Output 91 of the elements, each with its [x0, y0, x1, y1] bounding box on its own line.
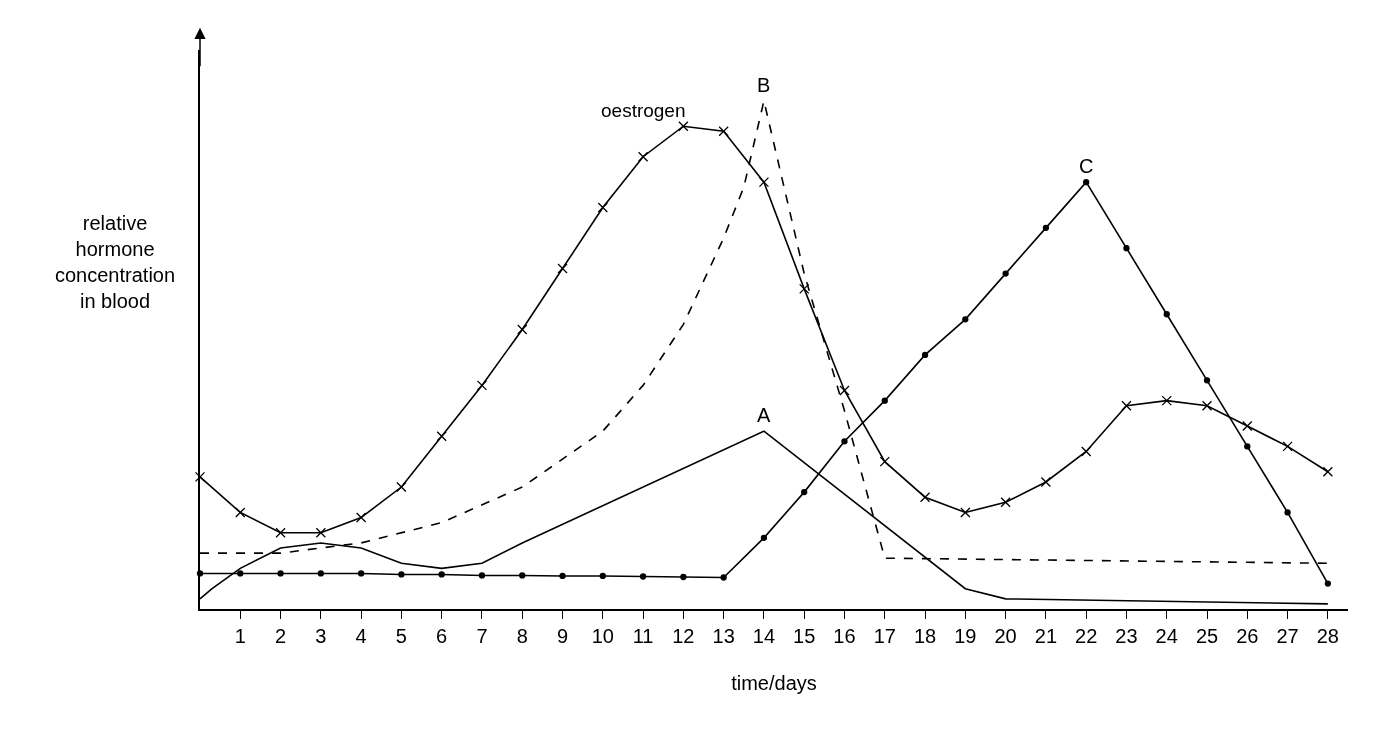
point	[436, 431, 447, 442]
x-tick-label: 27	[1276, 624, 1299, 647]
x-tick-label: 17	[873, 624, 896, 647]
series-label: A	[757, 404, 771, 426]
point	[557, 263, 568, 274]
point	[1242, 420, 1253, 432]
x-tick-label: 4	[355, 624, 367, 647]
point	[1163, 311, 1170, 318]
x-axis-title: time/days	[731, 671, 817, 694]
point	[921, 351, 929, 359]
point	[277, 570, 284, 577]
point	[1002, 270, 1009, 277]
point	[1201, 400, 1213, 411]
point	[1284, 509, 1291, 516]
x-tick-label: 28	[1316, 624, 1339, 647]
point	[597, 202, 608, 213]
point	[799, 283, 810, 294]
point	[678, 121, 689, 132]
point	[559, 572, 566, 580]
point	[1000, 497, 1011, 508]
point	[355, 512, 367, 523]
x-tick-label: 24	[1155, 624, 1178, 647]
point	[235, 507, 246, 518]
x-tick-label: 5	[395, 624, 407, 647]
point	[519, 572, 526, 579]
point	[720, 574, 727, 581]
point	[357, 570, 365, 577]
point	[1121, 400, 1132, 411]
x-tick-label: 10	[591, 624, 614, 647]
point	[1161, 395, 1172, 406]
x-tick-label: 1	[234, 624, 246, 647]
x-tick-label: 11	[632, 624, 654, 647]
x-tick-label: 6	[436, 624, 448, 647]
x-tick-label: 9	[556, 624, 569, 647]
x-tick-label: 2	[275, 624, 287, 647]
point	[639, 573, 647, 580]
point	[758, 176, 770, 188]
point	[396, 481, 407, 493]
x-tick-label: 13	[712, 624, 735, 647]
x-tick-label: 20	[994, 624, 1017, 647]
x-tick-label: 7	[476, 624, 488, 647]
series-label: oestrogen	[601, 100, 686, 121]
series-label: C	[1079, 155, 1094, 177]
point	[438, 571, 445, 578]
point	[237, 570, 244, 577]
point	[637, 151, 649, 162]
point	[315, 527, 326, 538]
point	[718, 126, 729, 137]
point	[1282, 441, 1293, 452]
point	[680, 573, 687, 581]
x-tick-label: 23	[1115, 624, 1138, 647]
x-tick-label: 18	[913, 624, 937, 647]
point	[1123, 245, 1130, 252]
x-tick-label: 15	[793, 624, 816, 647]
y-axis-title: relative hormone concentration in blood	[55, 212, 176, 312]
x-tick-label: 26	[1236, 624, 1259, 647]
point	[962, 316, 969, 323]
point	[599, 572, 606, 580]
x-tick-label: 16	[833, 624, 856, 647]
point	[881, 397, 888, 404]
x-tick-label: 14	[752, 624, 776, 647]
point	[1244, 443, 1251, 450]
x-tick-label: 19	[954, 624, 977, 647]
point	[960, 507, 971, 518]
x-tick-label: 22	[1075, 624, 1098, 647]
x-tick-label: 21	[1034, 624, 1058, 647]
x-tick-label: 8	[516, 624, 528, 647]
point	[1042, 224, 1050, 232]
point	[1203, 377, 1211, 384]
point	[1322, 466, 1334, 477]
point	[517, 324, 528, 335]
point	[841, 438, 848, 445]
point	[760, 534, 768, 541]
point	[275, 527, 286, 538]
series-label: B	[757, 74, 771, 96]
point	[1040, 476, 1052, 488]
point	[1083, 178, 1090, 186]
point	[476, 380, 488, 391]
x-tick-label: 12	[672, 624, 695, 647]
x-tick-label: 25	[1195, 624, 1219, 647]
point	[478, 572, 486, 579]
point	[879, 456, 890, 467]
point	[839, 385, 850, 396]
point	[317, 570, 324, 577]
point	[1081, 446, 1092, 457]
point	[398, 571, 405, 578]
point	[194, 471, 206, 483]
point	[919, 492, 931, 503]
point	[1324, 580, 1332, 587]
point	[801, 488, 808, 496]
x-tick-label: 3	[315, 624, 327, 647]
